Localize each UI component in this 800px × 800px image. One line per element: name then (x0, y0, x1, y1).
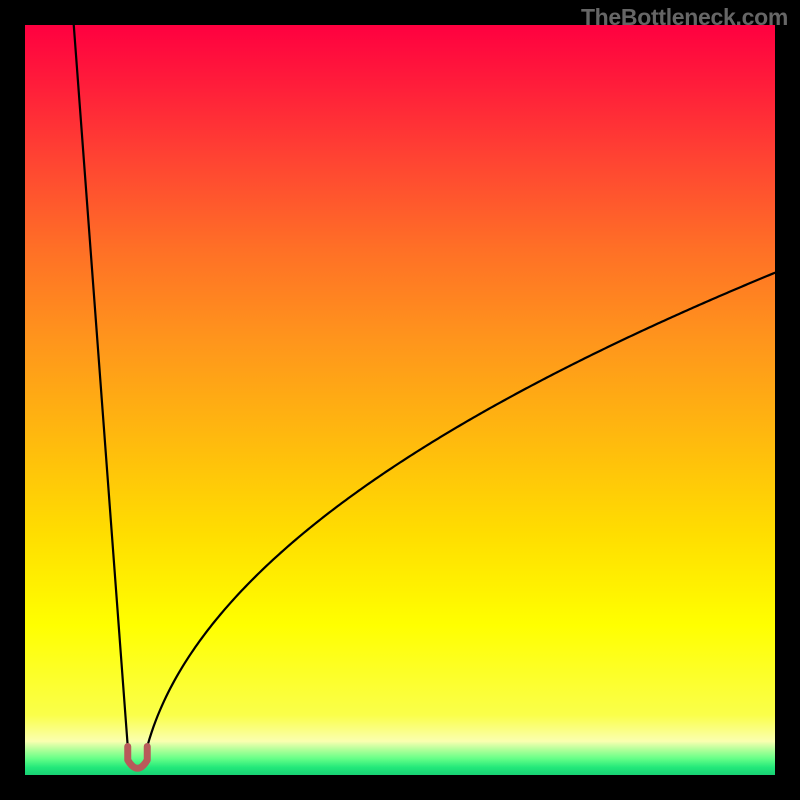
plot-area (25, 25, 775, 775)
figure-container: TheBottleneck.com (0, 0, 800, 800)
bottleneck-chart (25, 25, 775, 775)
gradient-background (25, 25, 775, 775)
